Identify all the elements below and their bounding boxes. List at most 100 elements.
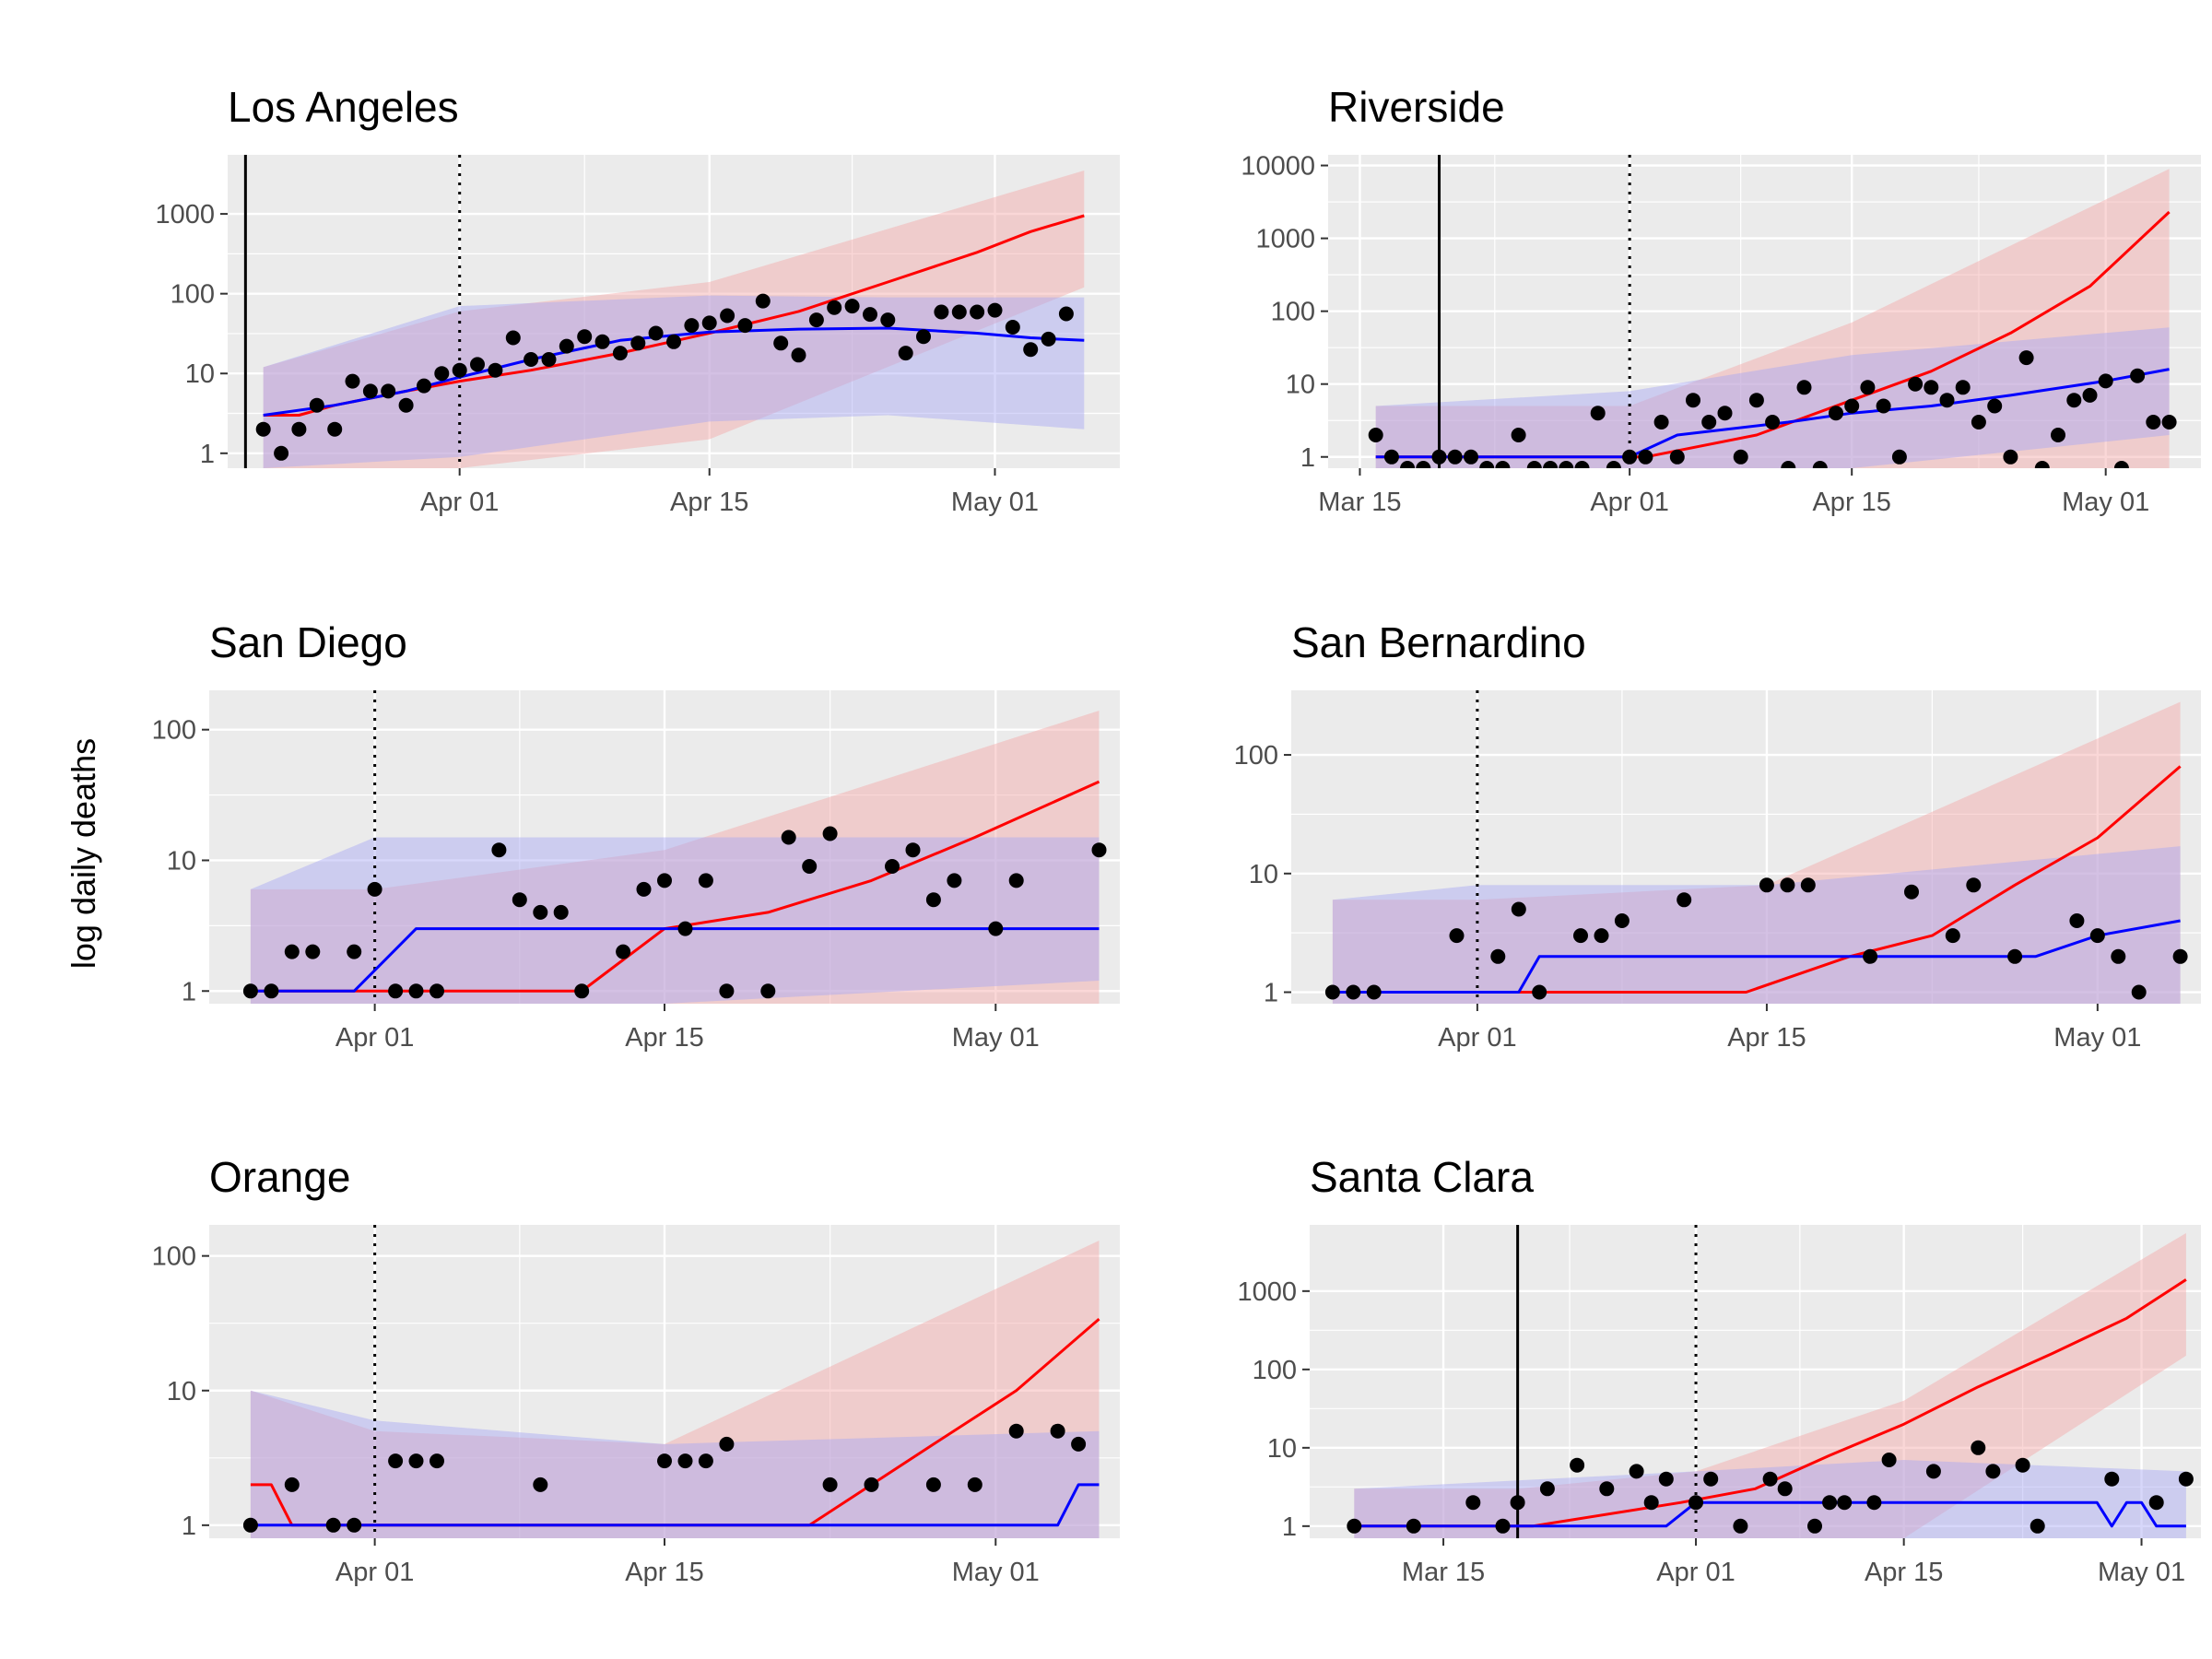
x-tick-label: May 01 [951,488,1039,517]
data-point [719,983,735,999]
data-point [491,842,507,858]
data-point [1971,415,1986,429]
data-point [684,318,700,334]
data-point [2104,1471,2120,1487]
panel-1: 1 10 100 1000 10000 Mar 15 Apr 01 Apr 15 May 01 R… [1241,83,2201,517]
x-tick-label: Mar 15 [1318,488,1401,517]
data-point [2178,1471,2194,1487]
data-point [2066,393,2082,408]
data-point [827,300,842,315]
data-point [1495,461,1511,468]
data-point [284,944,300,959]
data-point [1866,1495,1882,1511]
data-point [863,307,877,323]
y-tick-label: 10 [185,359,215,389]
data-point [657,1453,672,1469]
red-ci-band [263,171,1085,468]
data-point [1622,449,1638,465]
data-point [325,1517,341,1533]
x-tick-label: May 01 [2098,1558,2185,1587]
y-tick-label: 10 [167,1377,196,1406]
data-point [802,859,818,874]
data-point [2130,368,2146,383]
data-point [737,318,753,334]
data-point [1881,1453,1897,1467]
data-point [1800,877,1816,893]
data-point [2030,1518,2045,1534]
data-point [1416,461,1431,468]
data-point [284,1477,300,1492]
data-point [1643,1495,1659,1511]
data-point [429,1453,444,1469]
y-tick-label: 1000 [155,200,215,229]
data-point [381,383,396,399]
data-point [1023,342,1039,358]
data-point [1368,428,1383,442]
data-point [1891,449,1907,465]
x-tick-label: Apr 15 [1812,488,1890,517]
data-point [630,335,646,351]
data-point [2015,1457,2030,1473]
red-series-line [250,1317,1100,1527]
y-tick-label: 1 [1264,979,1278,1008]
data-point [1526,461,1542,468]
data-point [677,1453,693,1469]
panel-2: 1 10 100 Apr 01 Apr 15 May 01 San Diego [152,618,1120,1053]
plot-area [1347,1225,2194,1538]
data-point [657,873,672,888]
data-point [864,1477,879,1492]
data-point [698,873,713,888]
data-point [1559,461,1574,468]
y-axis-title: log daily deaths [65,737,103,970]
blue-series-line [250,1483,1100,1527]
data-point [1908,376,1924,392]
data-point [2007,948,2023,964]
data-point [988,921,1004,936]
y-tick-label: 1 [182,977,196,1006]
data-point [398,397,414,413]
data-point [2082,387,2098,403]
data-point [408,983,424,999]
data-point [1594,928,1609,944]
data-point [305,944,321,959]
data-point [1925,1464,1941,1479]
data-point [822,1477,838,1492]
data-point [2148,1495,2164,1511]
data-point [1490,948,1506,964]
data-point [594,334,610,349]
data-point [2172,948,2188,964]
data-point [1939,393,1955,408]
data-point [434,366,450,382]
data-point [1748,393,1764,408]
data-point [1844,398,1860,414]
data-point [925,892,941,908]
data-point [2034,461,2050,468]
y-tick-label: 1000 [1255,225,1315,254]
data-point [309,397,324,413]
data-point [2051,428,2065,442]
x-tick-label: Apr 01 [335,1558,414,1587]
data-point [512,892,527,908]
data-point [2003,449,2018,465]
red-ci-band [1332,701,2181,1004]
data-point [1383,449,1399,465]
data-point [951,304,967,320]
data-point [1532,984,1547,1000]
data-point [2069,913,2085,928]
y-tick-label: 1 [200,440,215,469]
panel-background [1310,1225,2201,1538]
y-tick-label: 1000 [1237,1277,1297,1307]
y-tick-label: 10 [167,846,196,876]
data-point [1762,1471,1778,1487]
data-point [666,334,681,349]
data-point [541,352,557,367]
panel-5: 1 10 100 1000 Mar 15 Apr 01 Apr 15 May 01 Santa … [1237,1153,2201,1587]
data-point [2131,984,2147,1000]
data-point [970,304,985,320]
panel-title: San Bernardino [1291,618,1586,666]
data-point [925,1477,941,1492]
data-point [1971,1440,1986,1455]
x-tick-label: Mar 15 [1402,1558,1485,1587]
data-point [648,325,664,341]
